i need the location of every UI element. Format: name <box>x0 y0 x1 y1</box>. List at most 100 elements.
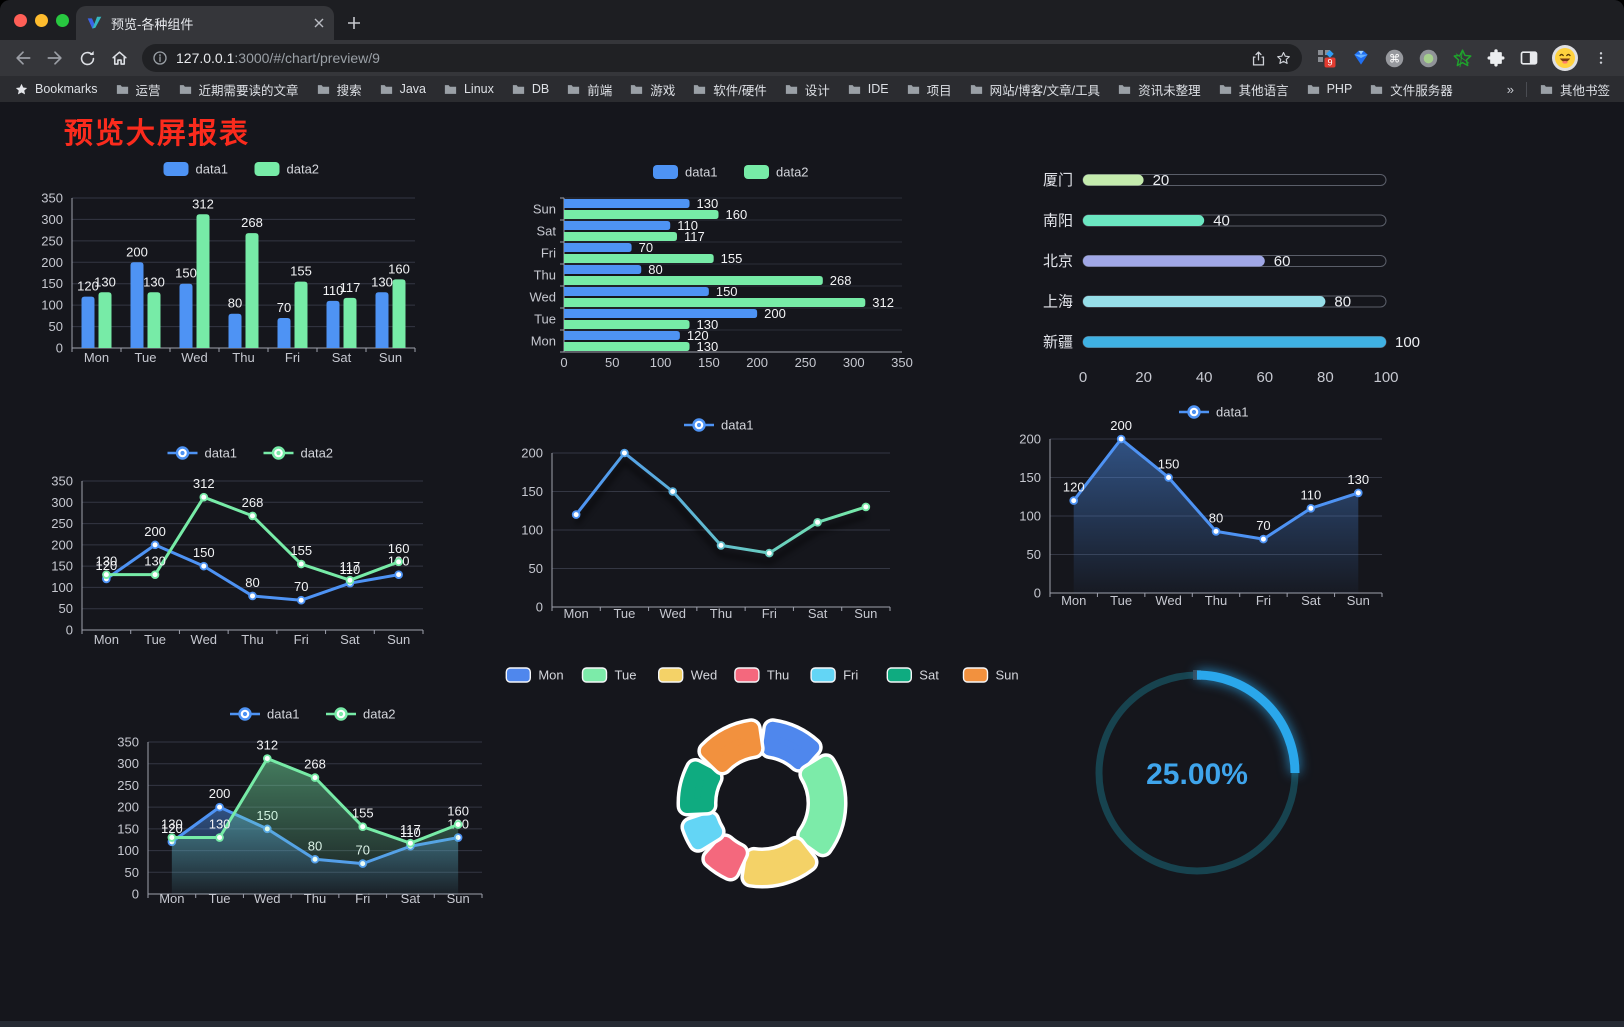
folder-icon <box>179 84 191 94</box>
svg-text:120: 120 <box>96 558 118 573</box>
green-dot-circle-icon <box>1419 49 1438 67</box>
close-window-button[interactable] <box>14 14 27 27</box>
forward-button[interactable] <box>40 43 70 73</box>
bookmark-star-icon[interactable] <box>1275 50 1292 67</box>
svg-text:0: 0 <box>56 341 63 356</box>
bookmark-folder-item[interactable]: 其他语言 <box>1218 80 1289 99</box>
bookmarks-overflow-chevron[interactable]: » <box>1506 81 1514 97</box>
svg-text:160: 160 <box>388 541 410 556</box>
gem-extension-icon[interactable] <box>1351 48 1371 68</box>
svg-text:110: 110 <box>323 283 344 298</box>
url-text[interactable]: 127.0.0.1:3000/#/chart/preview/9 <box>176 50 1242 66</box>
address-bar[interactable]: 127.0.0.1:3000/#/chart/preview/9 <box>142 44 1302 72</box>
bookmark-folder-item[interactable]: 设计 <box>784 80 830 99</box>
browser-menu-button[interactable] <box>1586 43 1616 73</box>
bookmark-folder-label: 近期需要读的文章 <box>198 83 299 98</box>
svg-text:200: 200 <box>209 786 231 801</box>
extensions-puzzle-button[interactable] <box>1486 48 1506 68</box>
command-extension-icon[interactable]: ⌘ <box>1384 48 1405 69</box>
svg-text:Thu: Thu <box>1205 593 1227 608</box>
bookmark-folder-item[interactable]: Java <box>379 82 426 97</box>
share-icon[interactable] <box>1250 50 1267 67</box>
svg-text:Sun: Sun <box>1347 593 1370 608</box>
evernote-extension-icon[interactable] <box>1452 48 1473 69</box>
svg-text:160: 160 <box>388 261 410 276</box>
svg-text:80: 80 <box>648 262 662 277</box>
bookmark-folder-item[interactable]: 搜索 <box>316 80 362 99</box>
svg-text:Sat: Sat <box>919 668 939 683</box>
bookmarks-manager-item[interactable]: Bookmarks <box>14 82 98 97</box>
site-info-icon[interactable] <box>152 50 168 66</box>
folder-icon <box>907 84 919 94</box>
svg-text:Thu: Thu <box>232 350 254 365</box>
bookmark-folder-item[interactable]: 游戏 <box>629 80 675 99</box>
svg-text:155: 155 <box>290 264 312 279</box>
minimize-window-button[interactable] <box>35 14 48 27</box>
bookmark-folder-item[interactable]: IDE <box>847 82 889 97</box>
svg-text:data1: data1 <box>685 165 718 180</box>
svg-text:data2: data2 <box>776 165 809 180</box>
chart-line-dual-area: data1 data2 0 50 100 150 200 250 300 350 Mon Tue Wed… <box>117 707 483 906</box>
forward-arrow-icon <box>47 51 62 65</box>
folder-icon <box>317 84 329 94</box>
home-button[interactable] <box>104 43 134 73</box>
extensions-row: 9 ⌘ <box>1316 45 1578 71</box>
svg-text:268: 268 <box>241 215 263 230</box>
bookmark-folder-list: 运营 近期需要读的文章 搜索 Java Linux DB 前端 游戏 软件/硬件 设计 IDE 项目 网… <box>115 80 1453 99</box>
svg-text:Sat: Sat <box>536 224 556 239</box>
svg-text:⌘: ⌘ <box>1389 53 1400 65</box>
svg-text:268: 268 <box>830 273 852 288</box>
bookmark-folder-item[interactable]: 软件/硬件 <box>692 80 767 99</box>
bookmark-folder-item[interactable]: 近期需要读的文章 <box>178 80 299 99</box>
side-panel-button[interactable] <box>1519 48 1539 68</box>
bookmark-folder-item[interactable]: 运营 <box>115 80 161 99</box>
bookmark-folder-item[interactable]: 项目 <box>906 80 952 99</box>
back-button[interactable] <box>8 43 38 73</box>
svg-text:Tue: Tue <box>534 312 556 327</box>
reload-button[interactable] <box>72 43 102 73</box>
svg-text:Tue: Tue <box>144 632 166 647</box>
folder-icon <box>1118 84 1131 94</box>
zoom-window-button[interactable] <box>56 14 69 27</box>
site-favicon <box>87 16 102 29</box>
bookmark-folder-item[interactable]: 网站/博客/文章/工具 <box>969 80 1100 99</box>
folder-icon <box>694 84 706 94</box>
svg-text:0: 0 <box>66 623 73 638</box>
other-bookmarks-item[interactable]: 其他书签 <box>1539 80 1610 99</box>
browser-tab[interactable]: 预览-各种组件 <box>76 6 334 40</box>
profile-avatar[interactable] <box>1552 45 1578 71</box>
svg-text:50: 50 <box>125 865 139 880</box>
svg-text:160: 160 <box>447 804 469 819</box>
svg-text:130: 130 <box>371 274 393 289</box>
extension-grid-icon[interactable]: 9 <box>1316 47 1338 69</box>
svg-text:Sun: Sun <box>379 350 402 365</box>
bookmark-folder-item[interactable]: 文件服务器 <box>1369 80 1453 99</box>
svg-text:Wed: Wed <box>254 891 280 906</box>
chart-progress-bars: 厦门 20 南阳 40 北京 60 上海 80 新疆 100 0 20 40 60 80 100 <box>1043 172 1420 386</box>
svg-text:data2: data2 <box>301 446 334 461</box>
svg-text:Wed: Wed <box>691 668 718 683</box>
traffic-lights <box>14 14 69 27</box>
svg-text:117: 117 <box>400 822 421 837</box>
svg-text:Sat: Sat <box>401 891 421 906</box>
bookmark-folder-item[interactable]: Linux <box>443 82 494 97</box>
svg-text:Wed: Wed <box>1155 593 1182 608</box>
tab-close-icon[interactable] <box>314 18 324 28</box>
svg-text:150: 150 <box>175 266 197 281</box>
svg-text:268: 268 <box>304 757 326 772</box>
bookmark-folder-item[interactable]: PHP <box>1306 82 1352 97</box>
bookmark-folder-item[interactable]: DB <box>511 82 549 97</box>
new-tab-button[interactable] <box>340 9 368 37</box>
svg-text:Fri: Fri <box>1256 593 1271 608</box>
svg-text:130: 130 <box>94 274 116 289</box>
svg-text:200: 200 <box>41 255 63 270</box>
svg-text:50: 50 <box>59 601 73 616</box>
svg-text:Sun: Sun <box>996 668 1019 683</box>
svg-text:北京: 北京 <box>1043 253 1073 270</box>
bookmark-folder-item[interactable]: 资讯未整理 <box>1117 80 1201 99</box>
svg-text:155: 155 <box>352 806 374 821</box>
record-extension-icon[interactable] <box>1418 48 1439 69</box>
chart-donut: Mon Tue Wed Thu Fri Sat Sun <box>505 667 1019 889</box>
bookmark-folder-item[interactable]: 前端 <box>566 80 612 99</box>
